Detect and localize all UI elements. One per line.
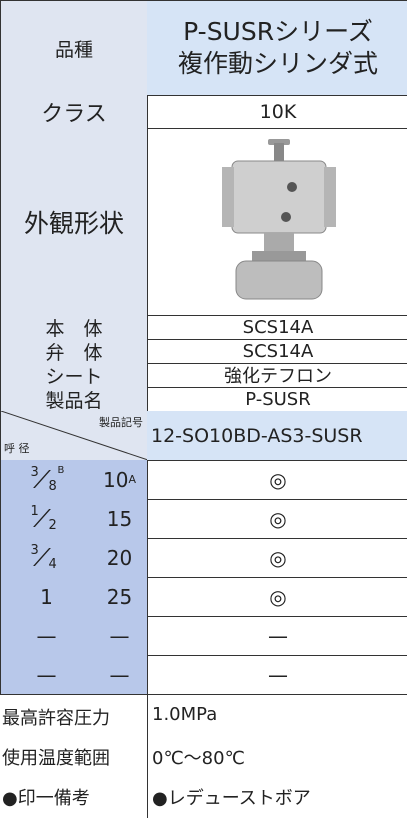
material-label: 製品名 (0, 387, 148, 412)
size-inch: — (36, 662, 57, 687)
availability: ◎ (147, 577, 407, 617)
title-line: P-SUSRシリーズ (183, 17, 373, 46)
availability: — (147, 616, 407, 656)
class-label: クラス (0, 95, 148, 129)
size-cell: 3/8 B (0, 460, 93, 500)
size-cell: — (92, 655, 148, 695)
port (281, 211, 291, 222)
note-value: 1.0MPa (152, 704, 218, 725)
denominator: 2 (48, 517, 57, 533)
size-cell: 3/4 (0, 538, 93, 578)
class-value: 10K (147, 95, 407, 129)
size-inch: — (36, 623, 57, 648)
size-mm: 10 (103, 467, 129, 492)
appearance-cell (147, 128, 407, 316)
numerator: 1 (30, 503, 39, 519)
denominator: 4 (48, 556, 57, 572)
flange (252, 250, 306, 263)
note-label: ●印一備考 (2, 788, 90, 809)
size-inch: 3/4 (27, 543, 67, 573)
size-cell: 1/2 (0, 499, 93, 539)
title-line: 複作動シリンダ式 (177, 49, 378, 78)
size-cell: 10 A (92, 460, 148, 500)
size-mm: 15 (106, 506, 133, 531)
size-cell: 1 (0, 577, 93, 617)
material-value: 強化テフロン (147, 363, 407, 388)
size-cell: 15 (92, 499, 148, 539)
size-label: 呼 径 (4, 442, 30, 455)
port (287, 181, 297, 192)
divider (147, 693, 148, 818)
material-label: 本 体 (0, 315, 148, 340)
size-cell: — (0, 655, 93, 695)
material-label: 弁 体 (0, 339, 148, 364)
size-inch: 3/8 B (27, 465, 67, 495)
size-mm: 20 (106, 545, 133, 570)
availability: ◎ (147, 538, 407, 578)
size-mm: 25 (106, 584, 133, 609)
valve-body (235, 260, 323, 299)
product-code: 12-SO10BD-AS3-SUSR (147, 411, 407, 461)
numerator: 3 (30, 542, 39, 558)
header-label: 品種 (0, 0, 148, 96)
code-label: 製品記号 (99, 416, 143, 429)
material-label: シート (0, 363, 148, 388)
note-value: ●レデューストボア (152, 788, 311, 809)
diagonal (1, 411, 147, 460)
stem (274, 142, 284, 161)
size-inch: 1/2 (27, 504, 67, 534)
size-header: 製品記号 呼 径 (0, 411, 148, 461)
cap (324, 166, 336, 227)
availability: ◎ (147, 460, 407, 500)
availability: — (147, 655, 407, 695)
size-cell: 20 (92, 538, 148, 578)
cap (222, 166, 234, 227)
bracket (264, 232, 294, 253)
availability: ◎ (147, 499, 407, 539)
actuator (231, 160, 327, 233)
appearance-label: 外観形状 (0, 128, 148, 316)
header-title: P-SUSRシリーズ 複作動シリンダ式 (147, 0, 407, 96)
handle (268, 138, 290, 145)
material-value: SCS14A (147, 315, 407, 340)
size-mm: — (109, 623, 130, 648)
note-label: 最高許容圧力 (2, 708, 110, 729)
size-inch: 1 (40, 584, 53, 609)
material-value: P-SUSR (147, 387, 407, 412)
numerator: 3 (30, 464, 39, 480)
valve-photo (222, 138, 336, 299)
size-mm: — (109, 662, 130, 687)
denominator: 8 (48, 478, 57, 494)
unit: B (57, 464, 65, 476)
note-value: 0℃～80℃ (152, 748, 245, 769)
size-cell: 25 (92, 577, 148, 617)
size-cell: — (92, 616, 148, 656)
note-label: 使用温度範囲 (2, 748, 110, 769)
size-cell: — (0, 616, 93, 656)
material-value: SCS14A (147, 339, 407, 364)
unit: A (128, 473, 136, 486)
